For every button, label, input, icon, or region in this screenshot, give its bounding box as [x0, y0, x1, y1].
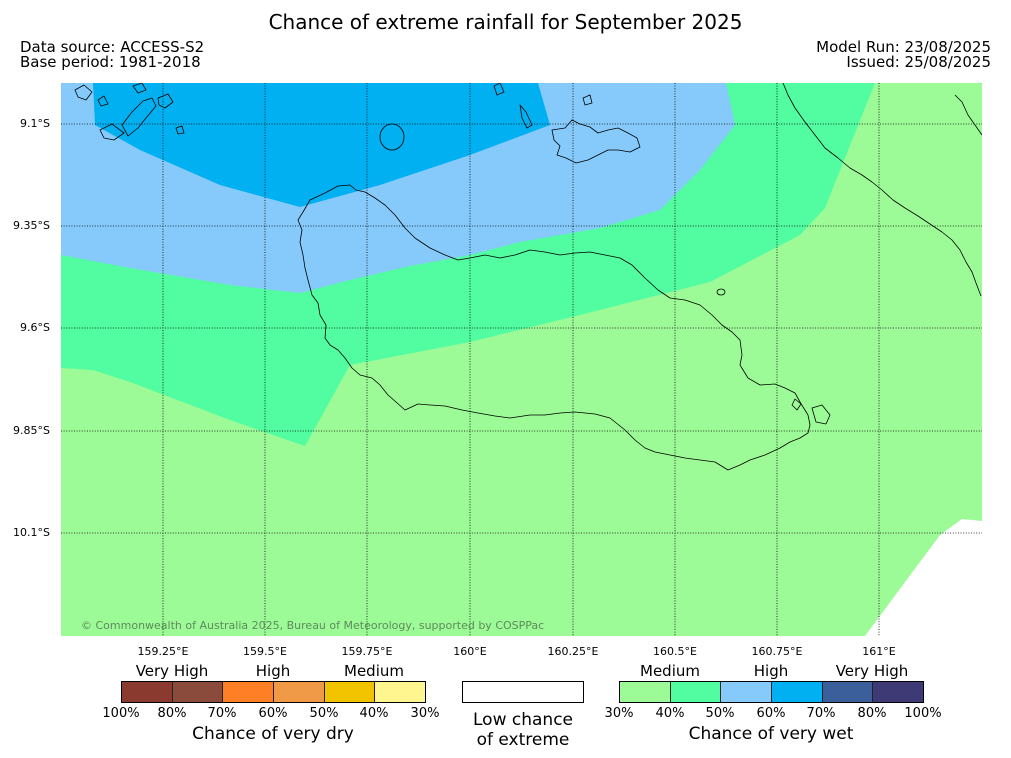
lon-label: 160.25°E — [547, 645, 599, 658]
dry-level-label: Very High — [135, 662, 209, 680]
wet-tick-label: 30% — [604, 706, 634, 721]
lat-label: 9.6°S — [20, 321, 50, 334]
dry-tick-label: 50% — [309, 706, 339, 721]
region-60-70-wet — [93, 83, 550, 207]
base-period-label: Base period: 1981-2018 — [20, 53, 201, 71]
wet-color-cell — [670, 682, 722, 702]
dry-tick-label: 100% — [102, 706, 140, 721]
lon-label: 160°E — [453, 645, 487, 658]
dry-tick-label: 60% — [258, 706, 288, 721]
wet-color-cell — [721, 682, 773, 702]
dry-color-cell — [172, 682, 224, 702]
wet-tick-label: 50% — [705, 706, 735, 721]
wet-tick-label: 60% — [756, 706, 786, 721]
wet-legend-title: Chance of very wet — [688, 724, 854, 744]
lon-label: 159.5°E — [243, 645, 287, 658]
dry-tick-label: 70% — [207, 706, 237, 721]
coastline-eastern-tip-islets — [791, 398, 831, 425]
issued-label: Issued: 25/08/2025 — [846, 53, 991, 71]
model-run-label: Model Run: 23/08/2025 — [816, 38, 991, 56]
coastline-small-islet — [716, 288, 726, 296]
dry-color-cell — [223, 682, 275, 702]
coastline-western-islands — [74, 83, 185, 141]
coastline-northern-islets — [493, 83, 533, 129]
coastline-florida-islands — [551, 94, 641, 164]
lat-label: 9.85°S — [13, 424, 50, 437]
graticule — [61, 83, 982, 636]
dry-level-label: High — [255, 662, 291, 680]
neutral-legend-line1: Low chance — [473, 710, 573, 730]
coastline-malaita — [782, 83, 982, 297]
dry-tick-label: 30% — [410, 706, 440, 721]
wet-level-label: Medium — [640, 662, 700, 680]
dry-level-label: Medium — [344, 662, 404, 680]
wet-color-cell — [822, 682, 874, 702]
dry-color-cell — [274, 682, 325, 702]
dry-color-cell — [375, 682, 426, 702]
neutral-colorbar — [462, 681, 584, 703]
wet-level-label: Very High — [835, 662, 909, 680]
wet-colorbar — [619, 681, 924, 703]
wet-level-label: High — [753, 662, 789, 680]
dry-colorbar — [121, 681, 426, 703]
coastlines — [74, 83, 982, 471]
wet-tick-label: 70% — [806, 706, 836, 721]
rainfall-map — [61, 83, 982, 636]
copyright-notice: © Commonwealth of Australia 2025, Bureau… — [81, 619, 545, 632]
wet-tick-label: 80% — [857, 706, 887, 721]
lon-label: 160.75°E — [751, 645, 803, 658]
map-title: Chance of extreme rainfall for September… — [268, 10, 743, 34]
wet-tick-label: 40% — [655, 706, 685, 721]
wet-color-cell — [772, 682, 823, 702]
wet-color-cell — [873, 682, 924, 702]
lat-label: 10.1°S — [13, 526, 50, 539]
lon-label: 159.75°E — [341, 645, 393, 658]
lon-label: 159.25°E — [137, 645, 189, 658]
dry-color-cell — [122, 682, 173, 702]
coastline-main-island — [297, 184, 811, 471]
data-source-label: Data source: ACCESS-S2 — [20, 38, 205, 56]
dry-tick-label: 40% — [359, 706, 389, 721]
dry-legend-title: Chance of very dry — [192, 724, 354, 744]
wet-color-cell — [620, 682, 671, 702]
lat-label: 9.1°S — [20, 117, 50, 130]
lon-label: 161°E — [862, 645, 896, 658]
wet-tick-label: 100% — [904, 706, 942, 721]
lon-label: 160.5°E — [653, 645, 697, 658]
lat-label: 9.35°S — [13, 219, 50, 232]
neutral-legend-line2: of extreme — [476, 730, 570, 750]
dry-color-cell — [324, 682, 376, 702]
neutral-color-cell — [463, 682, 583, 702]
dry-tick-label: 80% — [157, 706, 187, 721]
